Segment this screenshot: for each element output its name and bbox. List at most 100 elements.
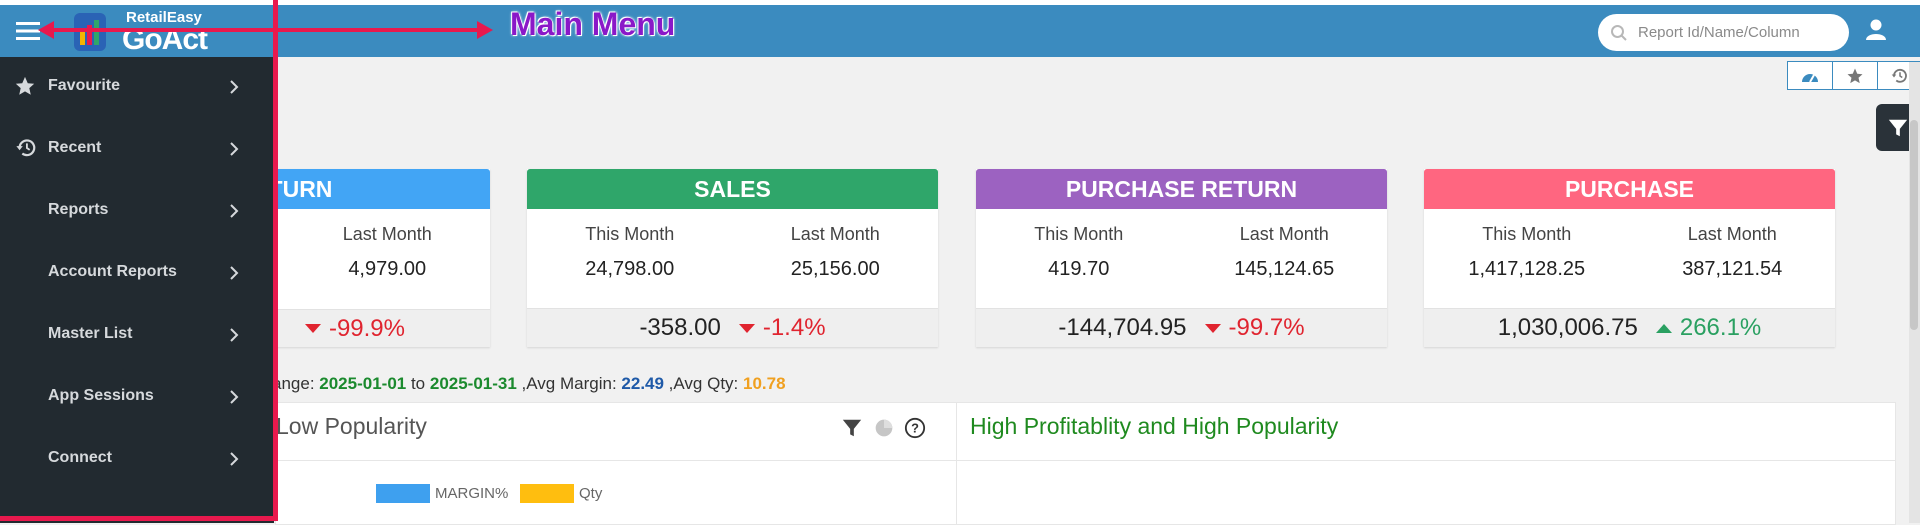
- help-icon[interactable]: ?: [904, 417, 926, 439]
- panel-title: High Profitablity and High Popularity: [970, 413, 1339, 439]
- dashboard-icon: [1802, 73, 1818, 82]
- history-button[interactable]: [1878, 62, 1920, 89]
- panel-divider: [276, 460, 956, 461]
- sidebar-item-label: Recent: [48, 139, 102, 156]
- sidebar-item-connect[interactable]: Connect: [0, 429, 274, 491]
- card-difference: -144,704.95: [1058, 314, 1187, 341]
- top-edge: [0, 0, 1920, 5]
- card-sales: SALES This Month Last Month 24,798.00 25,1…: [527, 169, 938, 347]
- chevron-right-icon: [230, 452, 239, 466]
- card-col1-label: This Month: [1034, 224, 1124, 244]
- star-icon: [1847, 68, 1863, 83]
- sidebar-item-master-list[interactable]: Master List: [0, 305, 274, 367]
- legend-swatch: [376, 484, 430, 503]
- chevron-right-icon: [230, 390, 239, 404]
- card-val1: 419.70: [1048, 258, 1110, 280]
- card-col2-label: Last Month: [1687, 224, 1777, 244]
- favourites-button[interactable]: [1833, 62, 1878, 89]
- card-header: PURCHASE RETURN: [976, 169, 1387, 209]
- card-percent: -1.4%: [738, 314, 826, 342]
- down-arrow-icon: [1204, 323, 1221, 333]
- avg-qty: 10.78: [743, 374, 786, 393]
- filter-icon[interactable]: [841, 417, 863, 439]
- search-input[interactable]: Report Id/Name/Column: [1638, 24, 1800, 41]
- down-arrow-icon: [738, 323, 755, 333]
- card-val2: 4,979.00: [348, 258, 427, 280]
- chevron-right-icon: [230, 80, 239, 94]
- card-val2: 145,124.65: [1234, 258, 1335, 280]
- card-header: PURCHASE: [1424, 169, 1835, 209]
- annotation-border-right: [273, 0, 278, 521]
- legend-item-margin[interactable]: MARGIN%: [376, 484, 508, 503]
- double-arrow-icon: [38, 21, 493, 39]
- card-val1: 1,417,128.25: [1468, 258, 1586, 280]
- brand-small: RetailEasy: [126, 9, 202, 26]
- sidebar-item-label: Master List: [48, 325, 133, 342]
- scrollbar-thumb[interactable]: [1910, 120, 1918, 330]
- chevron-right-icon: [230, 142, 239, 156]
- sidebar-item-label: Account Reports: [48, 263, 177, 280]
- avg-margin: 22.49: [621, 374, 664, 393]
- card-header: SALES: [527, 169, 938, 209]
- card-col2-label: Last Month: [1239, 224, 1329, 244]
- filter-icon: [1888, 119, 1908, 136]
- card-col1-label: This Month: [585, 224, 675, 244]
- range-from: 2025-01-01: [319, 374, 407, 393]
- up-arrow-icon: [1655, 323, 1672, 333]
- chevron-right-icon: [230, 328, 239, 342]
- panel-low-popularity: Low Popularity ? MARGIN% Qty: [275, 402, 957, 525]
- card-percent: -99.7%: [1204, 314, 1305, 342]
- annotation-border-bottom: [0, 516, 278, 521]
- sidebar-item-label: Connect: [48, 449, 112, 466]
- sidebar-item-label: App Sessions: [48, 387, 154, 404]
- history-icon: [1891, 68, 1907, 83]
- legend-swatch: [520, 484, 574, 503]
- card-col1-label: This Month: [1482, 224, 1572, 244]
- main-menu-sidebar: Favourite Recent Reports Account Reports…: [0, 57, 274, 523]
- star-icon: [15, 76, 35, 95]
- pie-chart-icon[interactable]: [874, 418, 894, 438]
- card-purchase-return: PURCHASE RETURN This Month Last Month 419…: [976, 169, 1387, 347]
- svg-text:?: ?: [911, 421, 919, 436]
- legend-label: Qty: [579, 485, 603, 502]
- search-box[interactable]: Report Id/Name/Column: [1598, 14, 1849, 51]
- panel-title: Low Popularity: [276, 413, 427, 439]
- user-icon[interactable]: [1864, 18, 1888, 40]
- quick-toolbar: [1787, 61, 1920, 90]
- sidebar-item-app-sessions[interactable]: App Sessions: [0, 367, 274, 429]
- panel-divider: [957, 460, 1895, 461]
- hamburger-menu-icon[interactable]: [16, 21, 40, 41]
- sidebar-item-reports[interactable]: Reports: [0, 181, 274, 243]
- card-purchase: PURCHASE This Month Last Month 1,417,128.…: [1424, 169, 1835, 347]
- down-arrow-icon: [304, 324, 321, 333]
- page-scrollbar[interactable]: [1909, 62, 1920, 523]
- card-footer: -358.00 -1.4%: [527, 308, 938, 347]
- search-icon: [1611, 25, 1627, 41]
- card-percent: 266.1%: [1655, 314, 1761, 342]
- card-difference: -358.00: [639, 314, 721, 341]
- chevron-right-icon: [230, 266, 239, 280]
- legend-item-qty[interactable]: Qty: [520, 484, 602, 503]
- date-range-summary: ange: 2025-01-01 to 2025-01-31 ,Avg Marg…: [272, 374, 786, 393]
- card-difference: 1,030,006.75: [1497, 314, 1638, 341]
- card-col2-label: Last Month: [790, 224, 880, 244]
- sidebar-item-label: Reports: [48, 201, 109, 218]
- sidebar-item-recent[interactable]: Recent: [0, 119, 274, 181]
- history-icon: [16, 139, 36, 157]
- sidebar-item-favourite[interactable]: Favourite: [0, 57, 274, 119]
- legend-label: MARGIN%: [435, 485, 509, 502]
- card-col2-label: Last Month: [342, 224, 432, 244]
- card-val2: 387,121.54: [1682, 258, 1783, 280]
- sidebar-item-account-reports[interactable]: Account Reports: [0, 243, 274, 305]
- card-val1: 24,798.00: [585, 258, 675, 280]
- card-val2: 25,156.00: [790, 258, 880, 280]
- chevron-right-icon: [230, 204, 239, 218]
- annotation-label: Main Menu: [510, 6, 676, 42]
- dashboard-button[interactable]: [1788, 62, 1833, 89]
- sidebar-item-label: Favourite: [48, 77, 121, 94]
- card-footer: -144,704.95 -99.7%: [976, 308, 1387, 347]
- card-footer: 1,030,006.75 266.1%: [1424, 308, 1835, 347]
- panel-high-profitability: High Profitablity and High Popularity: [956, 402, 1896, 525]
- range-to: 2025-01-31: [429, 374, 517, 393]
- card-percent: -99.9%: [304, 315, 405, 343]
